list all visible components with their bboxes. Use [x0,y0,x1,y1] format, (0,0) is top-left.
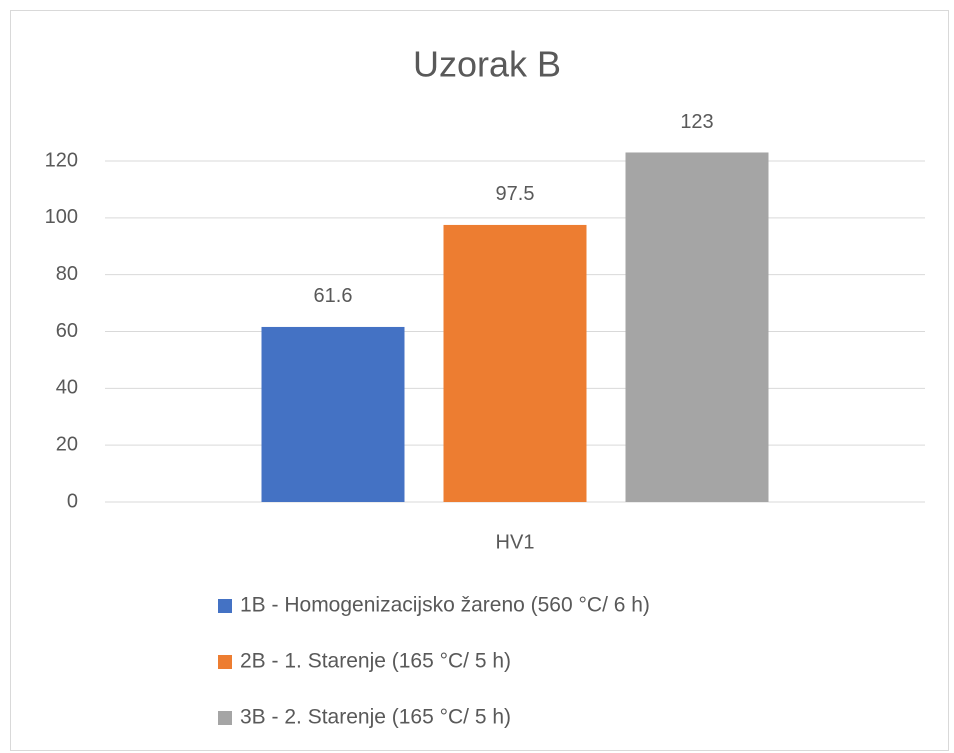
y-tick-label: 80 [56,263,78,285]
y-tick-label: 0 [67,490,78,512]
bar [443,224,587,502]
y-tick-label: 40 [56,377,78,399]
data-label: 123 [680,111,713,133]
y-tick-label: 100 [45,206,78,228]
y-tick-label: 60 [56,320,78,342]
chart-title: Uzorak B [413,44,561,85]
bar [261,326,405,502]
legend-swatch [218,599,232,613]
legend-swatch [218,711,232,725]
legend-label: 1B - Homogenizacijsko žareno (560 °C/ 6 … [240,594,650,617]
legend-swatch [218,655,232,669]
legend-label: 3B - 2. Starenje (165 °C/ 5 h) [240,706,511,729]
y-tick-label: 120 [45,149,78,171]
bar [625,152,769,502]
legend-label: 2B - 1. Starenje (165 °C/ 5 h) [240,650,511,673]
y-tick-label: 20 [56,433,78,455]
data-label: 97.5 [496,183,535,205]
data-label: 61.6 [314,285,353,307]
x-tick-label: HV1 [496,531,535,553]
